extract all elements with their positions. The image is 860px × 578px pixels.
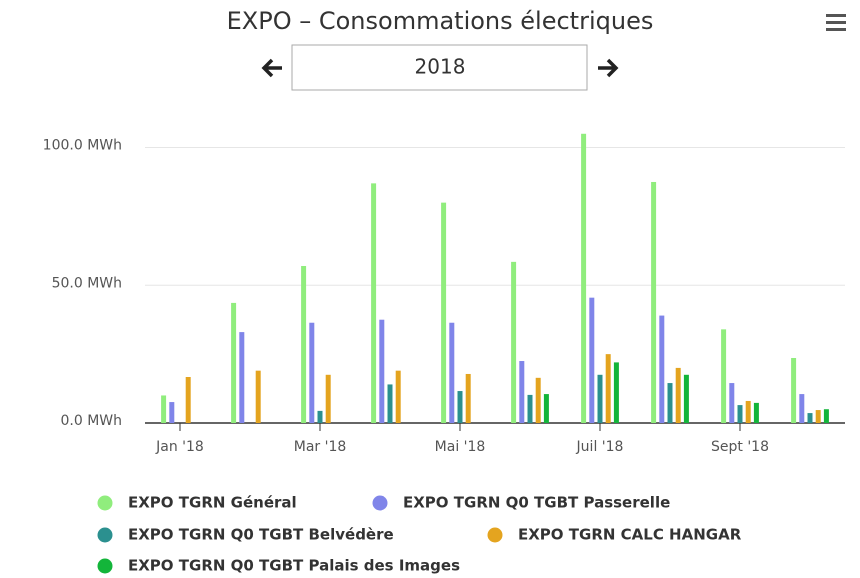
bar xyxy=(371,183,377,423)
bar xyxy=(441,202,447,423)
year-value: 2018 xyxy=(415,55,466,79)
bar xyxy=(169,402,175,423)
bar xyxy=(309,322,315,423)
prev-year-arrow[interactable] xyxy=(261,58,282,78)
bar xyxy=(823,409,829,423)
bar xyxy=(807,413,813,423)
bar xyxy=(457,391,463,423)
bar xyxy=(449,322,455,423)
legend-marker xyxy=(97,495,113,511)
chart-title: EXPO – Consommations électriques xyxy=(227,7,654,35)
bar xyxy=(543,394,549,423)
legend-marker xyxy=(97,527,113,543)
bar xyxy=(465,373,471,423)
bar xyxy=(255,370,261,423)
bar xyxy=(161,395,167,423)
y-tick-label: 0.0 MWh xyxy=(60,413,122,429)
year-box[interactable] xyxy=(291,44,588,91)
next-year-arrow[interactable] xyxy=(598,58,619,78)
bar xyxy=(683,374,689,423)
bar xyxy=(395,370,401,423)
bar xyxy=(667,383,673,423)
legend-marker xyxy=(372,495,388,511)
bar xyxy=(613,362,619,423)
bar xyxy=(535,377,541,423)
x-tick-label: Mai '18 xyxy=(435,439,486,455)
x-tick-label: Sept '18 xyxy=(711,439,769,455)
menu-bar[interactable] xyxy=(826,14,846,17)
menu-bar[interactable] xyxy=(826,28,846,31)
bar xyxy=(301,265,307,423)
menu-icon[interactable] xyxy=(826,14,846,31)
bar xyxy=(815,410,821,423)
bar xyxy=(737,405,743,423)
bar xyxy=(581,133,587,424)
legend-label: EXPO TGRN CALC HANGAR xyxy=(518,526,742,544)
bar xyxy=(659,315,665,423)
bar xyxy=(185,376,191,423)
bar xyxy=(387,384,393,423)
x-tick-label: Juil '18 xyxy=(576,439,624,455)
legend-label: EXPO TGRN Q0 TGBT Palais des Images xyxy=(128,557,460,575)
bar xyxy=(753,402,759,423)
legend-marker xyxy=(97,558,113,574)
y-tick-label: 100.0 MWh xyxy=(43,138,122,154)
bar xyxy=(791,357,797,423)
x-tick-label: Jan '18 xyxy=(155,439,204,455)
legend-label: EXPO TGRN Q0 TGBT Belvédère xyxy=(128,526,394,544)
bar xyxy=(317,410,323,423)
legend-label: EXPO TGRN Q0 TGBT Passerelle xyxy=(403,494,670,512)
bar xyxy=(519,361,525,423)
bar xyxy=(651,181,657,423)
bar xyxy=(589,297,595,423)
y-tick-label: 50.0 MWh xyxy=(52,275,122,291)
bar xyxy=(325,374,331,423)
menu-bar[interactable] xyxy=(826,21,846,24)
bar xyxy=(799,394,805,423)
bar xyxy=(379,319,385,423)
bar xyxy=(745,400,751,423)
bar xyxy=(527,394,533,423)
bar xyxy=(239,332,245,423)
bar xyxy=(231,302,237,423)
bar xyxy=(597,374,603,423)
legend-marker xyxy=(487,527,503,543)
bar xyxy=(721,329,727,423)
x-tick-label: Mar '18 xyxy=(294,439,347,455)
bar xyxy=(729,383,735,423)
bar xyxy=(675,367,681,423)
bar xyxy=(511,261,517,423)
bar xyxy=(605,354,611,423)
legend-label: EXPO TGRN Général xyxy=(128,494,297,512)
